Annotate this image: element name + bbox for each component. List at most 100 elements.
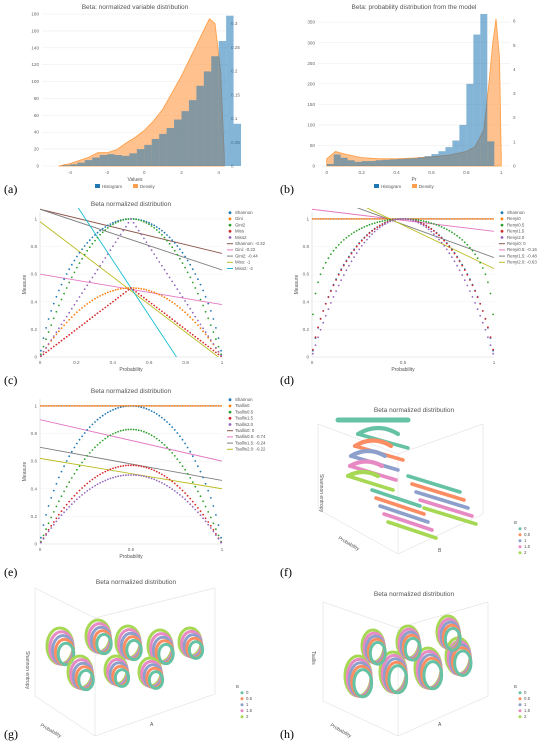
data-point [130,287,132,289]
data-point [335,290,337,292]
data-point [312,352,314,355]
data-point [207,523,210,526]
data-point [78,438,81,441]
data-point [153,435,156,438]
data-point [453,233,456,235]
data-point [422,223,425,226]
data-point [409,218,412,221]
data-point [81,487,83,489]
data-point [319,317,322,320]
data-point [207,489,210,492]
data-point [215,346,217,349]
data-point [148,289,150,292]
data-point [96,475,99,477]
data-point [50,339,53,341]
surface-band [422,506,478,526]
data-point [127,221,130,224]
y2-tick-label: 5 [513,43,516,48]
data-point [155,306,158,309]
data-point [117,405,119,407]
data-point [366,224,368,227]
data-point [94,421,96,423]
data-point [445,242,448,245]
data-point [474,253,476,256]
data-point [42,345,45,348]
data-point [117,475,119,478]
x-tick-label: 0 [311,360,314,365]
data-point [42,350,45,353]
data-point [153,253,156,255]
surface-band [370,488,422,508]
legend-label: 1.5 [524,544,531,549]
data-point [209,524,212,527]
data-point [78,405,81,407]
x-tick-label: 1 [221,547,224,552]
data-point [207,511,210,513]
data-point [122,229,125,232]
data-point [202,330,205,333]
data-point [345,236,348,239]
data-point [112,300,114,303]
data-point [435,223,438,226]
x-axis-title: Probability [119,554,143,560]
x-tick-label: 1 [500,170,503,175]
legend-label: 0.5 [524,696,531,701]
data-point [81,248,83,251]
data-point [404,218,407,220]
data-point [99,482,101,484]
chart-panel-d: 0 0.2 0.4 0.6 0.8 1 0 0.5 1 Probability Measure Sha… [278,197,550,375]
data-point [88,452,91,454]
data-point [438,238,440,241]
histogram-bar [84,160,93,166]
y-tick-label: 1 [306,216,309,221]
data-point [350,260,353,263]
x-tick-label: 0.5 [400,360,407,365]
data-point [215,405,217,407]
data-point [119,474,122,477]
data-point [194,508,197,511]
data-point [106,469,109,472]
data-point [397,218,399,221]
data-point [76,442,78,445]
data-point [150,249,153,252]
data-point [68,268,71,271]
data-point [407,218,409,221]
data-point [186,494,189,497]
data-point [197,324,199,327]
data-point [88,405,91,407]
data-point [373,230,376,233]
data-point [435,218,438,220]
data-point [345,260,348,263]
data-point [81,461,83,464]
data-point [197,319,199,322]
data-point [474,302,476,304]
regression-line [40,273,222,305]
data-point [109,225,112,227]
data-point [176,253,179,256]
data-point [215,528,217,531]
data-point [140,406,143,409]
data-point [479,218,482,220]
data-point [122,429,125,432]
data-point [55,333,58,336]
data-point [481,267,484,269]
surface-band [378,504,430,524]
data-point [371,218,373,220]
data-point [415,218,417,221]
data-point [55,517,58,520]
legend-marker [500,211,504,215]
histogram-bar [466,83,474,166]
data-point [376,221,379,224]
data-point [101,472,104,474]
data-point [332,284,335,287]
surface-loop [147,670,165,690]
data-point [348,256,350,259]
surface-curve [345,469,381,479]
data-point [52,523,55,526]
data-point [481,321,484,324]
data-point [73,405,76,407]
data-point [469,279,471,281]
data-point [73,330,76,332]
data-point [99,264,101,267]
data-point [481,218,484,220]
